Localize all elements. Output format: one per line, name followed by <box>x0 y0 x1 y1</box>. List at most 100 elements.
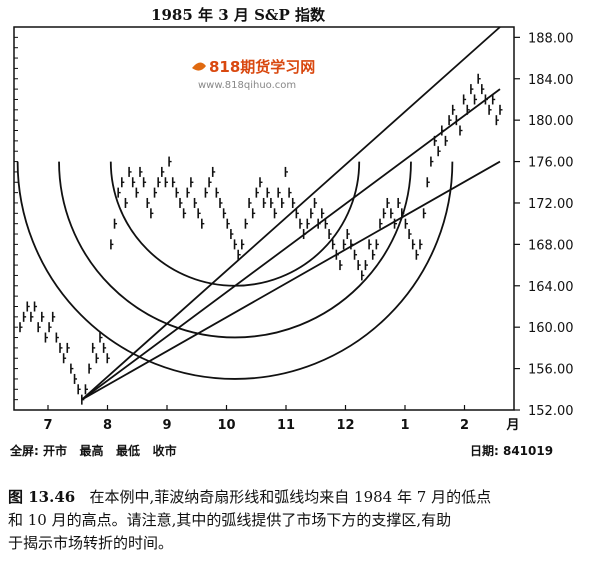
price-bar <box>22 311 27 322</box>
price-bar <box>273 208 278 219</box>
price-bar <box>335 249 339 260</box>
price-bar <box>233 239 238 250</box>
price-bar <box>433 135 438 146</box>
price-bar <box>310 208 314 219</box>
price-bar <box>204 187 208 198</box>
price-bar <box>451 104 456 115</box>
price-bar <box>106 353 110 364</box>
watermark-url: www.818qihuo.com <box>198 80 296 91</box>
price-bar <box>88 363 92 374</box>
price-bar <box>175 187 179 198</box>
price-bar <box>142 177 147 188</box>
price-bar <box>324 218 328 229</box>
price-bar <box>33 301 38 312</box>
price-bar <box>462 94 467 105</box>
price-bar <box>186 187 190 198</box>
price-bar <box>390 208 394 219</box>
price-bar <box>470 84 474 95</box>
price-bar <box>19 322 23 333</box>
price-bar <box>386 197 390 208</box>
price-bar <box>357 260 361 271</box>
price-bar <box>441 125 445 136</box>
price-bar <box>161 166 165 177</box>
price-bar <box>121 177 125 188</box>
watermark-leaf-icon <box>192 62 206 71</box>
price-bar <box>164 177 168 188</box>
price-bar <box>281 197 285 208</box>
price-bar <box>110 239 114 250</box>
price-bar <box>259 177 263 188</box>
x-axis: 7 8 9 10 11 12 1 2 月 <box>43 405 520 433</box>
price-bar <box>153 187 158 198</box>
price-bar <box>222 208 227 219</box>
price-bar <box>379 218 383 229</box>
price-bar <box>128 166 132 177</box>
price-bar <box>375 239 379 250</box>
price-bar <box>95 353 99 364</box>
price-bar <box>284 166 288 177</box>
price-bar <box>51 311 56 322</box>
price-bar <box>135 187 139 198</box>
x-tick-label: 1 <box>400 418 409 433</box>
price-bar <box>393 218 398 229</box>
price-bar <box>139 166 143 177</box>
y-tick-label: 184.00 <box>528 73 574 88</box>
price-bar <box>419 239 423 250</box>
price-bar <box>364 260 368 271</box>
price-bar <box>131 177 136 188</box>
price-bar <box>55 332 59 343</box>
price-bar <box>150 208 154 219</box>
price-bar <box>299 218 303 229</box>
price-bar <box>321 208 325 219</box>
fib-arc <box>109 161 361 287</box>
price-bar <box>91 342 96 353</box>
price-bar <box>266 187 270 198</box>
caption-label: 图 13.46 <box>8 488 76 506</box>
price-bar <box>62 353 67 364</box>
price-bar <box>350 239 354 250</box>
y-tick-label: 156.00 <box>528 363 574 378</box>
caption-text-2: 和 10 月的高点。请注意,其中的弧线提供了市场下方的支撑区,有助 <box>8 511 452 529</box>
price-bar <box>491 94 496 105</box>
price-bar <box>113 218 118 229</box>
price-bar <box>237 249 241 260</box>
fan-line <box>81 160 501 401</box>
price-bar <box>328 229 332 240</box>
price-bar <box>241 239 245 250</box>
price-bar <box>102 342 107 353</box>
x-tick-label: 9 <box>162 418 171 433</box>
price-bar <box>368 239 372 250</box>
x-tick-label: 8 <box>103 418 112 433</box>
price-bar <box>313 197 318 208</box>
price-bar <box>466 104 470 115</box>
price-bar <box>215 187 219 198</box>
price-bar <box>353 249 358 260</box>
price-bar <box>397 197 401 208</box>
price-bar <box>70 363 74 374</box>
price-bar <box>484 94 488 105</box>
x-tick-label: 10 <box>217 418 235 433</box>
price-bar <box>448 115 452 126</box>
price-bar <box>444 135 448 146</box>
y-tick-label: 176.00 <box>528 156 574 171</box>
price-bar <box>208 177 212 188</box>
price-bar <box>84 384 88 395</box>
plot-frame <box>13 26 515 411</box>
price-bar <box>302 229 307 240</box>
x-tick-label: 12 <box>336 418 354 433</box>
caption-line-2: 和 10 月的高点。请注意,其中的弧线提供了市场下方的支撑区,有助 <box>8 509 596 531</box>
price-bar <box>342 239 347 250</box>
price-bar <box>41 311 45 322</box>
price-bar <box>77 384 81 395</box>
price-bar <box>244 218 248 229</box>
price-bar <box>426 177 430 188</box>
price-bar <box>230 229 234 240</box>
y-tick-label: 160.00 <box>528 321 574 336</box>
price-bar <box>226 218 230 229</box>
price-bar <box>262 197 267 208</box>
price-bar <box>251 208 256 219</box>
price-bar <box>248 197 252 208</box>
y-tick-label: 164.00 <box>528 280 574 295</box>
price-bar <box>295 208 299 219</box>
